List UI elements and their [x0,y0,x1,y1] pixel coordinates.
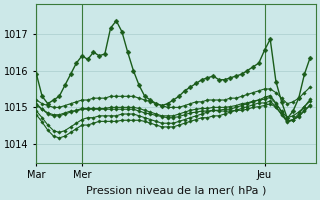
X-axis label: Pression niveau de la mer( hPa ): Pression niveau de la mer( hPa ) [86,186,266,196]
